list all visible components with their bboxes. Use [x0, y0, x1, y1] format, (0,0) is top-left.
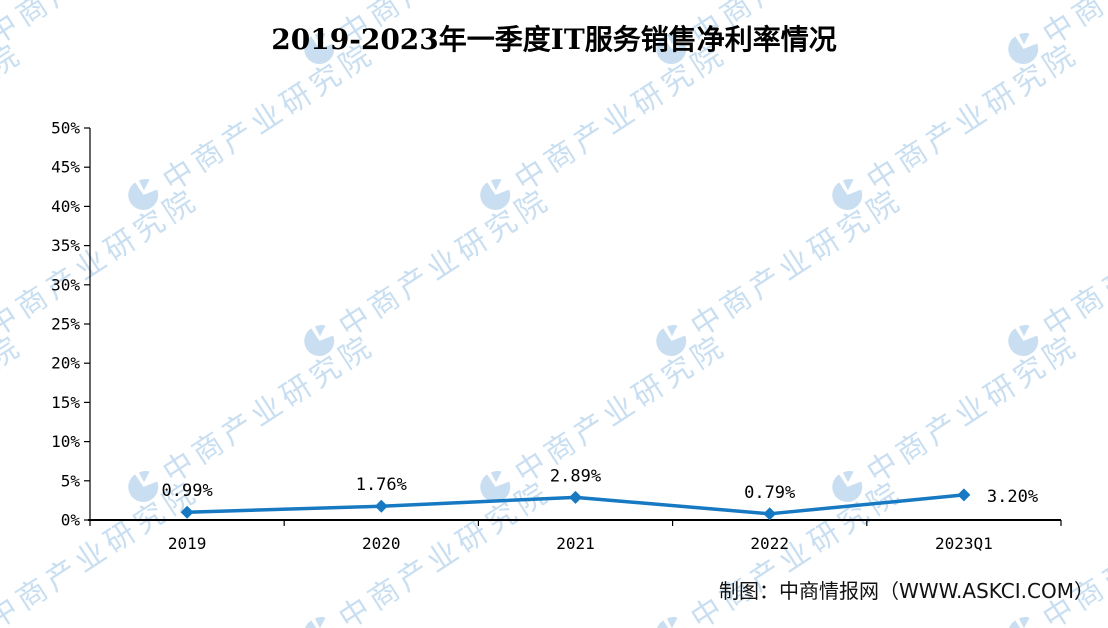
x-tick-label: 2022 [750, 534, 789, 553]
y-tick-label: 10% [51, 432, 80, 451]
y-tick-label: 15% [51, 393, 80, 412]
chart-title: 2019-2023年一季度IT服务销售净利率情况 [271, 23, 837, 56]
y-tick-label: 35% [51, 236, 80, 255]
y-tick-label: 30% [51, 275, 80, 294]
y-tick-label: 20% [51, 354, 80, 373]
data-point-marker [569, 490, 582, 504]
data-point-marker [374, 499, 388, 513]
x-tick-label: 2023Q1 [935, 534, 993, 553]
data-label: 1.76% [356, 475, 407, 495]
data-label: 3.20% [987, 487, 1038, 507]
x-tick-label: 2021 [556, 534, 595, 553]
data-point-marker [957, 488, 971, 502]
y-tick-label: 45% [51, 158, 80, 177]
source-caption: 制图：中商情报网（WWW.ASKCI.COM） [719, 579, 1094, 603]
data-label: 0.99% [162, 481, 213, 501]
y-tick-label: 5% [61, 471, 81, 490]
y-tick-label: 40% [51, 197, 80, 216]
x-tick-label: 2019 [168, 534, 207, 553]
y-tick-label: 25% [51, 315, 80, 334]
data-label: 0.79% [744, 483, 795, 503]
y-tick-label: 0% [61, 511, 81, 530]
data-point-marker [763, 507, 777, 521]
data-label: 2.89% [550, 466, 601, 486]
y-tick-label: 50% [51, 119, 80, 138]
x-tick-label: 2020 [362, 534, 401, 553]
data-point-marker [180, 505, 194, 519]
